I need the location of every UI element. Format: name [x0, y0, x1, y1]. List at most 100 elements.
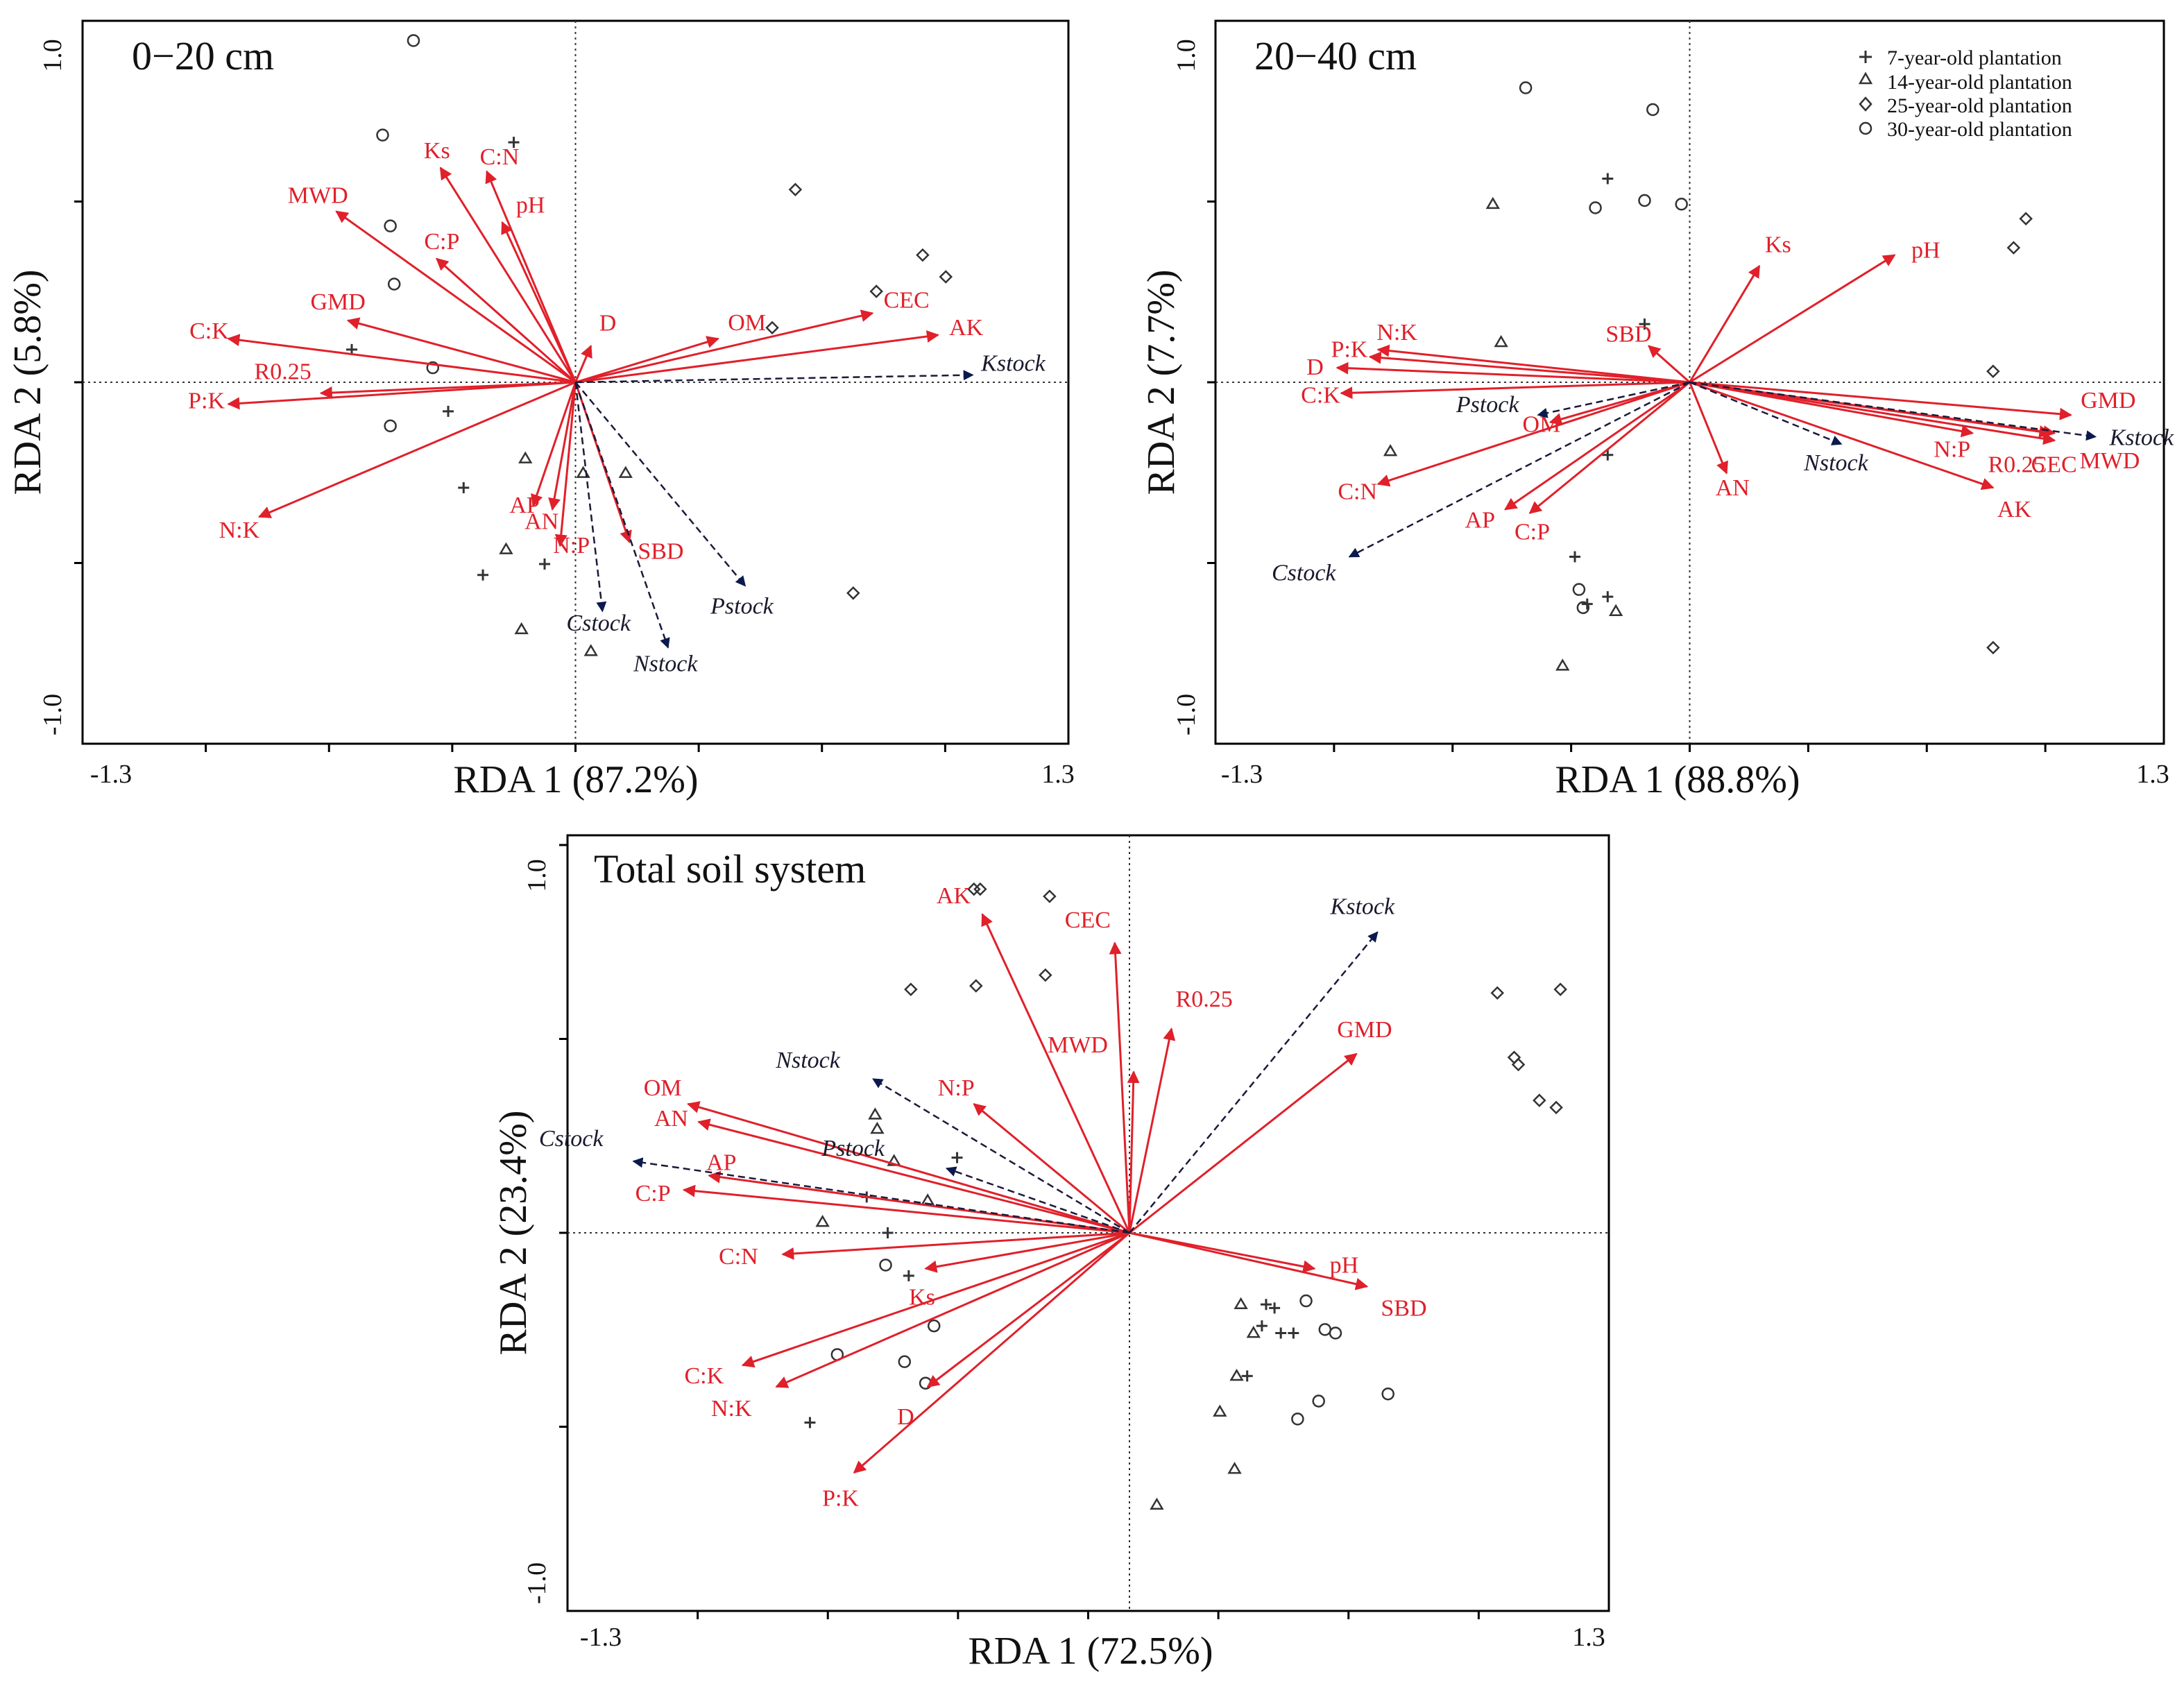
- sample-point-plus: [1241, 1370, 1253, 1382]
- env-arrow-gmd: [346, 317, 576, 384]
- sample-point-circle: [879, 1258, 892, 1272]
- sample-point-circle: [1329, 1326, 1342, 1340]
- env-arrow-ks: [1689, 264, 1761, 383]
- sample-point-plus: [477, 569, 489, 581]
- sample-point-triangle: [1229, 1368, 1244, 1381]
- sample-point-diamond: [869, 284, 883, 298]
- stock-label-nstock: Nstock: [633, 651, 698, 677]
- env-label-c-k: C:K: [1301, 383, 1340, 409]
- env-label-ap: AP: [509, 493, 539, 518]
- stock-label-kstock: Kstock: [1330, 894, 1395, 920]
- sample-point-plus: [903, 1270, 914, 1281]
- x-tick-left: -1.3: [90, 760, 132, 789]
- env-label-c-n: C:N: [480, 144, 520, 170]
- sample-point-plus: [804, 1417, 816, 1428]
- y-axis-title: RDA 2 (5.8%): [6, 269, 49, 495]
- env-arrow-om: [686, 1101, 1130, 1234]
- sample-point-plus: [443, 405, 454, 417]
- stock-arrow-cstock: [1348, 381, 1691, 558]
- env-label-om: OM: [728, 310, 766, 336]
- sample-point-triangle: [1383, 444, 1398, 456]
- stock-arrow-nstock: [574, 382, 670, 649]
- sample-point-diamond: [1511, 1057, 1526, 1072]
- stock-arrow-nstock: [872, 1078, 1130, 1234]
- env-arrow-p-k: [853, 1231, 1130, 1474]
- env-arrow-c-p: [435, 257, 577, 384]
- diamond-marker-icon: [1859, 96, 1872, 112]
- env-label-an: AN: [524, 509, 558, 534]
- sample-point-triangle: [1485, 196, 1501, 210]
- y-axis-title: RDA 2 (23.4%): [492, 1110, 535, 1355]
- env-arrow-d: [574, 344, 592, 383]
- sample-point-circle: [1312, 1394, 1325, 1408]
- sample-point-diamond: [765, 321, 779, 335]
- env-arrow-ks: [924, 1231, 1130, 1273]
- y-tick-bottom: -1.0: [38, 694, 67, 735]
- sample-point-triangle: [1608, 604, 1623, 616]
- env-label-p-k: P:K: [188, 388, 225, 413]
- env-label-n-p: N:P: [1934, 436, 1970, 462]
- env-arrow-ak: [575, 330, 939, 384]
- panel-title: 0−20 cm: [132, 33, 274, 78]
- sample-point-circle: [426, 361, 440, 375]
- env-arrow-n-p: [973, 1103, 1130, 1234]
- env-label-mwd: MWD: [2079, 448, 2140, 474]
- sample-point-triangle: [1234, 1297, 1248, 1310]
- sample-point-diamond: [1039, 968, 1052, 982]
- sample-point-diamond: [1986, 364, 2000, 379]
- sample-point-plus: [882, 1227, 894, 1238]
- stock-arrow-nstock: [1689, 381, 1843, 445]
- stock-label-cstock: Cstock: [539, 1126, 604, 1152]
- sample-point-circle: [1675, 197, 1688, 211]
- y-axis-title: RDA 2 (7.7%): [1140, 269, 1183, 495]
- env-arrow-n-k: [775, 1231, 1130, 1388]
- y-tick-top: 1.0: [1172, 39, 1201, 72]
- x-axis-title: RDA 1 (87.2%): [453, 758, 698, 801]
- env-label-c-k: C:K: [684, 1363, 724, 1389]
- env-arrow-gmd: [1689, 381, 2072, 420]
- y-tick-bottom: -1.0: [1172, 694, 1201, 735]
- env-label-ap: AP: [706, 1150, 736, 1175]
- x-axis-title: RDA 1 (72.5%): [968, 1630, 1213, 1673]
- env-arrow-d: [926, 1231, 1130, 1388]
- sample-point-diamond: [1490, 986, 1505, 1000]
- sample-point-plus: [458, 481, 470, 493]
- sample-point-diamond: [1533, 1093, 1546, 1107]
- axis-ticks: [1207, 200, 2047, 752]
- sample-point-triangle: [1246, 1326, 1261, 1338]
- legend-label: 30-year-old plantation: [1887, 118, 2072, 141]
- sample-point-circle: [1572, 583, 1586, 596]
- sample-point-diamond: [1043, 889, 1057, 903]
- sample-point-diamond: [969, 979, 983, 993]
- sample-point-diamond: [788, 182, 803, 197]
- sample-point-triangle: [1213, 1404, 1227, 1417]
- env-arrow-an: [1689, 382, 1728, 475]
- env-label-ph: pH: [1330, 1253, 1359, 1279]
- env-label-c-p: C:P: [424, 229, 459, 255]
- env-label-c-n: C:N: [1338, 479, 1377, 505]
- sample-point-diamond: [1986, 640, 2000, 655]
- stock-label-cstock: Cstock: [566, 611, 631, 636]
- sample-point-diamond: [1549, 1100, 1563, 1115]
- env-arrow-c-n: [1376, 381, 1690, 487]
- y-tick-bottom: -1.0: [522, 1562, 552, 1604]
- env-label-ak: AK: [1997, 497, 2032, 522]
- stock-arrow-pstock: [945, 1166, 1130, 1234]
- sample-point-circle: [384, 419, 397, 433]
- sample-point-diamond: [846, 586, 860, 600]
- env-label-c-n: C:N: [719, 1244, 758, 1270]
- stock-label-pstock: Pstock: [821, 1136, 885, 1161]
- env-label-d: D: [599, 311, 617, 336]
- env-label-cec: CEC: [2031, 452, 2077, 477]
- env-label-p-k: P:K: [1331, 336, 1368, 362]
- env-label-cec: CEC: [884, 287, 930, 313]
- sample-point-diamond: [2019, 212, 2033, 225]
- sample-point-circle: [919, 1376, 932, 1390]
- sample-point-triangle: [870, 1121, 885, 1134]
- env-arrow-c-k: [741, 1231, 1130, 1368]
- env-arrow-ap: [708, 1170, 1130, 1234]
- env-label-n-p: N:P: [938, 1075, 975, 1101]
- stock-arrow-kstock: [575, 370, 974, 384]
